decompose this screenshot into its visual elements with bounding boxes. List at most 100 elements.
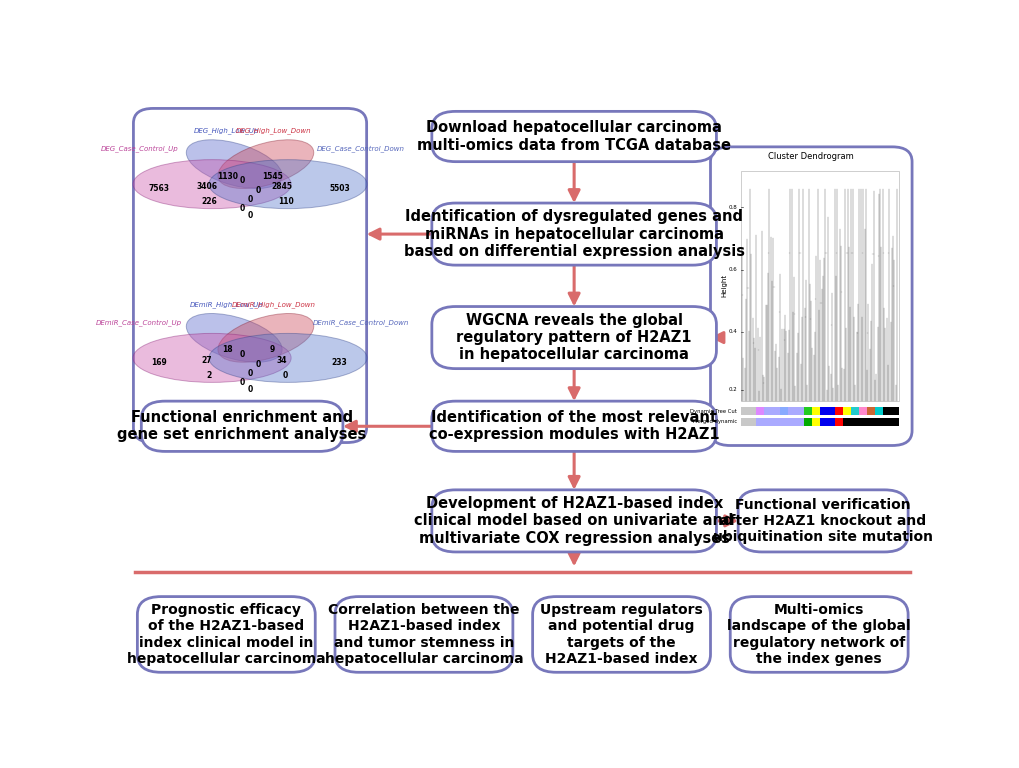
Text: 1130: 1130 [217, 171, 238, 180]
FancyBboxPatch shape [890, 418, 898, 426]
FancyBboxPatch shape [819, 407, 826, 415]
Text: 0.2: 0.2 [728, 387, 737, 392]
FancyBboxPatch shape [740, 418, 748, 426]
Text: Height: Height [721, 274, 727, 297]
Ellipse shape [132, 160, 290, 209]
Text: 5503: 5503 [329, 184, 350, 193]
Text: 0: 0 [255, 187, 260, 195]
Text: 7563: 7563 [149, 184, 169, 193]
Text: Correlation between the
H2AZ1-based index
and tumor stemness in
hepatocellular c: Correlation between the H2AZ1-based inde… [324, 603, 523, 666]
Text: 27: 27 [201, 356, 212, 365]
FancyBboxPatch shape [803, 407, 811, 415]
FancyBboxPatch shape [826, 418, 835, 426]
FancyBboxPatch shape [882, 418, 890, 426]
FancyBboxPatch shape [866, 407, 874, 415]
FancyBboxPatch shape [763, 418, 771, 426]
FancyBboxPatch shape [811, 407, 819, 415]
FancyBboxPatch shape [780, 418, 788, 426]
FancyBboxPatch shape [142, 401, 342, 452]
Text: Merged dynamic: Merged dynamic [693, 419, 737, 425]
Text: 0.6: 0.6 [728, 267, 737, 272]
FancyBboxPatch shape [826, 407, 835, 415]
FancyBboxPatch shape [795, 407, 803, 415]
Text: Identification of dysregulated genes and
miRNAs in hepatocellular carcinoma
base: Identification of dysregulated genes and… [404, 209, 744, 259]
Text: Upstream regulators
and potential drug
targets of the
H2AZ1-based index: Upstream regulators and potential drug t… [540, 603, 702, 666]
Text: 3406: 3406 [196, 182, 217, 191]
FancyBboxPatch shape [843, 418, 851, 426]
Text: 0: 0 [248, 369, 253, 378]
Text: Cluster Dendrogram: Cluster Dendrogram [767, 152, 853, 161]
Text: 0: 0 [255, 360, 260, 369]
FancyBboxPatch shape [788, 418, 795, 426]
FancyBboxPatch shape [858, 418, 866, 426]
FancyBboxPatch shape [740, 170, 898, 401]
FancyBboxPatch shape [819, 418, 826, 426]
Text: DEmiR_Case_Control_Down: DEmiR_Case_Control_Down [312, 319, 409, 326]
Text: 226: 226 [201, 197, 217, 207]
Ellipse shape [209, 333, 367, 382]
Text: Dynamic Tree Cut: Dynamic Tree Cut [690, 409, 737, 414]
Ellipse shape [186, 313, 282, 362]
FancyBboxPatch shape [843, 407, 851, 415]
FancyBboxPatch shape [851, 407, 858, 415]
FancyBboxPatch shape [811, 418, 819, 426]
Text: DEmiR_High_Low_Down: DEmiR_High_Low_Down [231, 301, 316, 308]
FancyBboxPatch shape [851, 418, 858, 426]
FancyBboxPatch shape [874, 407, 882, 415]
Text: 0: 0 [248, 195, 253, 204]
FancyBboxPatch shape [730, 597, 907, 672]
FancyBboxPatch shape [756, 418, 763, 426]
Text: 233: 233 [331, 358, 346, 367]
Text: 0: 0 [239, 378, 245, 387]
Text: 0: 0 [248, 385, 253, 393]
Text: 9: 9 [269, 346, 274, 354]
Text: Functional verification
after H2AZ1 knockout and
ubiquitination site mutation: Functional verification after H2AZ1 knoc… [712, 498, 932, 544]
FancyBboxPatch shape [771, 418, 780, 426]
FancyBboxPatch shape [431, 111, 715, 161]
Ellipse shape [218, 313, 314, 362]
FancyBboxPatch shape [874, 418, 882, 426]
FancyBboxPatch shape [710, 147, 911, 445]
Text: DEmiR_Case_Control_Up: DEmiR_Case_Control_Up [96, 319, 182, 326]
Text: Multi-omics
landscape of the global
regulatory network of
the index genes: Multi-omics landscape of the global regu… [727, 603, 910, 666]
Text: 169: 169 [151, 358, 167, 367]
Ellipse shape [186, 140, 282, 188]
Text: 0: 0 [239, 204, 245, 214]
Text: DEG_High_Low_Down: DEG_High_Low_Down [235, 127, 311, 134]
Text: 0.4: 0.4 [728, 329, 737, 334]
Text: 110: 110 [277, 197, 293, 207]
FancyBboxPatch shape [803, 418, 811, 426]
Text: Download hepatocellular carcinoma
multi-omics data from TCGA database: Download hepatocellular carcinoma multi-… [417, 121, 731, 153]
Text: Development of H2AZ1-based index
clinical model based on univariate and
multivar: Development of H2AZ1-based index clinica… [414, 496, 733, 546]
Text: 18: 18 [222, 346, 233, 354]
Text: DEG_Case_Control_Up: DEG_Case_Control_Up [101, 145, 178, 152]
FancyBboxPatch shape [795, 418, 803, 426]
Text: 0.8: 0.8 [728, 205, 737, 210]
Text: WGCNA reveals the global
regulatory pattern of H2AZ1
in hepatocellular carcinoma: WGCNA reveals the global regulatory patt… [455, 313, 691, 362]
Text: 0: 0 [239, 176, 245, 185]
FancyBboxPatch shape [748, 407, 756, 415]
FancyBboxPatch shape [133, 108, 366, 442]
Text: DEG_High_Low_Up: DEG_High_Low_Up [194, 127, 259, 134]
FancyBboxPatch shape [740, 407, 748, 415]
Text: Functional enrichment and
gene set enrichment analyses: Functional enrichment and gene set enric… [117, 410, 367, 442]
Text: DEG_Case_Control_Down: DEG_Case_Control_Down [316, 145, 405, 152]
FancyBboxPatch shape [771, 407, 780, 415]
FancyBboxPatch shape [738, 490, 907, 552]
FancyBboxPatch shape [334, 597, 513, 672]
FancyBboxPatch shape [756, 407, 763, 415]
FancyBboxPatch shape [780, 407, 788, 415]
FancyBboxPatch shape [138, 597, 315, 672]
FancyBboxPatch shape [835, 407, 843, 415]
Ellipse shape [209, 160, 367, 209]
Text: DEmiR_High_Low_Up: DEmiR_High_Low_Up [190, 301, 263, 308]
FancyBboxPatch shape [858, 407, 866, 415]
FancyBboxPatch shape [431, 401, 715, 452]
Text: 34: 34 [276, 356, 286, 365]
Text: 1545: 1545 [262, 171, 282, 180]
FancyBboxPatch shape [431, 306, 715, 369]
Text: 0: 0 [239, 350, 245, 359]
Text: Identification of the most relevant
co-expression modules with H2AZ1: Identification of the most relevant co-e… [428, 410, 718, 442]
FancyBboxPatch shape [882, 407, 890, 415]
Ellipse shape [132, 333, 290, 382]
